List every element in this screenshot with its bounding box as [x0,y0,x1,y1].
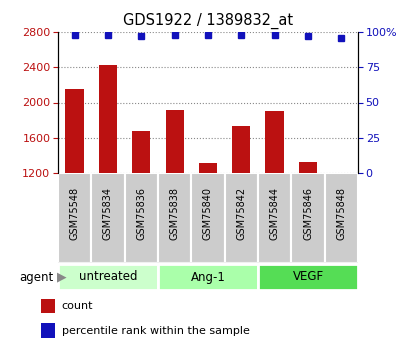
Bar [198,163,217,173]
Text: untreated: untreated [79,270,137,284]
Bar [157,264,257,290]
Bar [291,173,324,263]
Bar [257,264,357,290]
Text: Ang-1: Ang-1 [190,270,225,284]
Text: GSM75848: GSM75848 [335,187,346,239]
Bar [257,173,291,263]
Bar [157,173,191,263]
Text: percentile rank within the sample: percentile rank within the sample [61,326,249,336]
Bar [191,173,224,263]
Bar [124,173,157,263]
Bar [41,299,55,313]
Text: ▶: ▶ [57,270,67,284]
Bar [58,264,157,290]
Bar [91,173,124,263]
Bar [265,111,283,173]
Title: GDS1922 / 1389832_at: GDS1922 / 1389832_at [123,13,292,29]
Bar [41,323,55,338]
Text: agent: agent [20,270,54,284]
Text: GSM75840: GSM75840 [202,187,213,239]
Text: VEGF: VEGF [292,270,323,284]
Bar [65,89,83,173]
Text: GSM75838: GSM75838 [169,187,179,239]
Bar [99,66,117,173]
Text: GSM75846: GSM75846 [302,187,312,239]
Text: GSM75834: GSM75834 [103,187,113,239]
Bar [224,173,257,263]
Text: GSM75844: GSM75844 [269,187,279,239]
Text: GSM75836: GSM75836 [136,187,146,239]
Bar [132,131,150,173]
Text: count: count [61,301,93,311]
Text: GSM75548: GSM75548 [70,187,79,240]
Bar [58,173,91,263]
Text: GSM75842: GSM75842 [236,187,246,240]
Bar [298,161,317,173]
Bar [165,110,183,173]
Bar [324,173,357,263]
Bar [231,126,250,173]
